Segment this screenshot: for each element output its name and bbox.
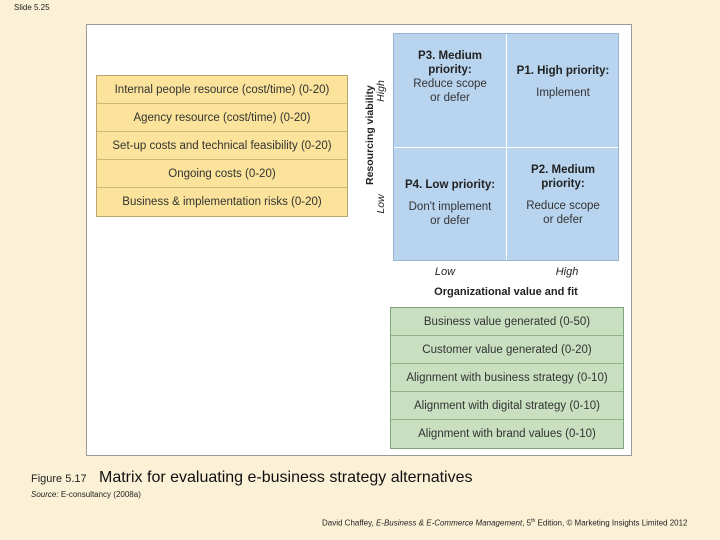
x-axis-high-label: High	[555, 266, 579, 278]
quadrant-title: P4. Low priority:	[404, 179, 496, 191]
x-axis-title: Organizational value and fit	[434, 286, 578, 298]
copyright-footer: David Chaffey, E-Business & E-Commerce M…	[322, 518, 688, 528]
resource-criterion: Set-up costs and technical feasibility (…	[97, 132, 347, 160]
figure-label: Figure 5.17	[31, 473, 87, 485]
value-criterion: Alignment with business strategy (0-10)	[391, 364, 623, 392]
x-axis-low-label: Low	[434, 266, 456, 278]
quadrant-p4-low: P4. Low priority: Don't implement or def…	[394, 148, 506, 261]
quadrant-p1-high: P1. High priority: Implement	[507, 34, 619, 147]
source-label: Source:	[31, 490, 59, 499]
footer-author: David Chaffey,	[322, 518, 376, 528]
quadrant-p3-medium: P3. Medium priority: Reduce scope or def…	[394, 34, 506, 147]
resource-criterion: Business & implementation risks (0-20)	[97, 188, 347, 216]
quadrant-action: Don't implement or defer	[408, 201, 492, 227]
resource-criterion: Internal people resource (cost/time) (0-…	[97, 76, 347, 104]
value-criterion: Alignment with brand values (0-10)	[391, 420, 623, 448]
figure-caption: Matrix for evaluating e-business strateg…	[99, 469, 473, 486]
footer-edition-suffix: Edition, © Marketing Insights Limited 20…	[535, 518, 688, 528]
footer-book-title: E-Business & E-Commerce Management	[375, 518, 523, 528]
quadrant-action: Implement	[536, 87, 590, 99]
resource-criterion: Agency resource (cost/time) (0-20)	[97, 104, 347, 132]
slide-number: Slide 5.25	[14, 3, 50, 12]
source-text: E-consultancy (2008a)	[60, 490, 141, 499]
quadrant-action: Reduce scope or defer	[413, 78, 487, 104]
priority-matrix: P3. Medium priority: Reduce scope or def…	[393, 33, 619, 261]
quadrant-title: P1. High priority:	[516, 65, 610, 77]
resource-criterion: Ongoing costs (0-20)	[97, 160, 347, 188]
value-criterion: Alignment with digital strategy (0-10)	[391, 392, 623, 420]
resource-criteria-list: Internal people resource (cost/time) (0-…	[96, 75, 348, 217]
quadrant-action: Reduce scope or defer	[526, 200, 600, 226]
y-axis-high-label: High	[375, 80, 387, 102]
quadrant-title: P3. Medium priority:	[418, 50, 482, 76]
matrix-horizontal-divider	[394, 147, 618, 148]
figure-source: Source: E-consultancy (2008a)	[31, 490, 141, 499]
y-axis-title: Resourcing viability	[364, 85, 376, 185]
value-criterion: Customer value generated (0-20)	[391, 336, 623, 364]
value-criteria-list: Business value generated (0-50) Customer…	[390, 307, 624, 449]
footer-edition-sup: th	[531, 518, 536, 524]
quadrant-p2-medium: P2. Medium priority: Reduce scope or def…	[507, 148, 619, 261]
footer-edition-prefix: , 5	[522, 518, 532, 528]
value-criterion: Business value generated (0-50)	[391, 308, 623, 336]
y-axis-low-label: Low	[375, 194, 387, 214]
quadrant-title: P2. Medium priority:	[531, 164, 595, 190]
